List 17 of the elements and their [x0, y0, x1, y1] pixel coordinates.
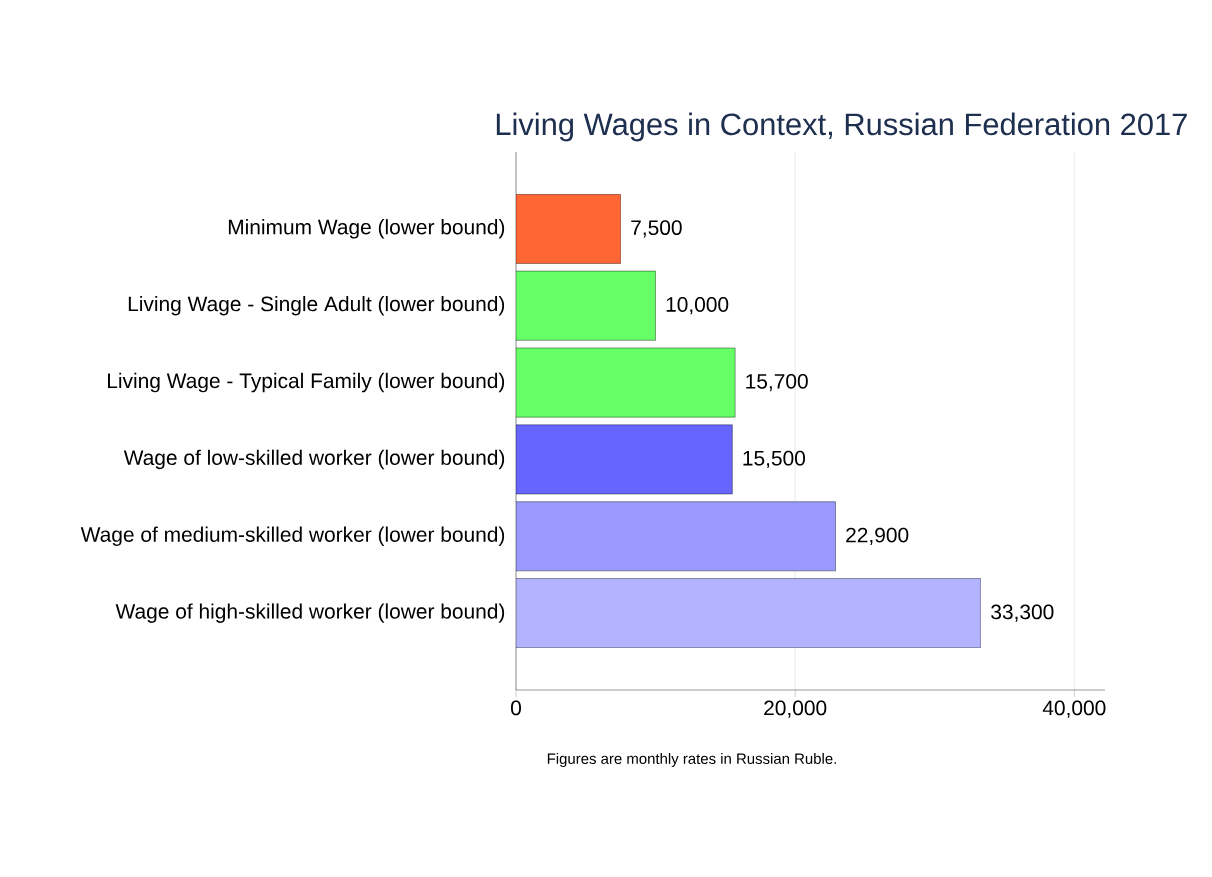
data-label: 10,000	[666, 297, 729, 315]
y-tick-label: Living Wage - Typical Family (lower bound)	[108, 372, 505, 393]
x-tick-label: 20,000	[764, 700, 827, 718]
data-label: 33,300	[991, 604, 1054, 622]
data-label: 7,500	[631, 220, 682, 238]
data-label: 15,700	[746, 373, 808, 392]
y-tick-label: Living Wage - Single Adult (lower bound)	[128, 295, 505, 316]
text: Figures are monthly rates in Russian Ruble.	[547, 753, 836, 767]
data-label: 22,900	[846, 527, 909, 545]
y-tick-label: Minimum Wage (lower bound)	[228, 219, 505, 239]
x-tick-label: 40,000	[1042, 700, 1106, 718]
y-tick-label: Wage of medium-skilled worker (lower bound)	[80, 526, 505, 547]
data-label: 15,500	[743, 450, 806, 469]
y-tick-label: Wage of low-skilled worker (lower bound)	[123, 449, 505, 470]
y-tick-label: Wage of high-skilled worker (lower bound)	[115, 603, 505, 623]
chart-title: Living Wages in Context, Russian Federation 2017	[496, 112, 1187, 142]
x-tick-label: 0	[511, 700, 521, 716]
